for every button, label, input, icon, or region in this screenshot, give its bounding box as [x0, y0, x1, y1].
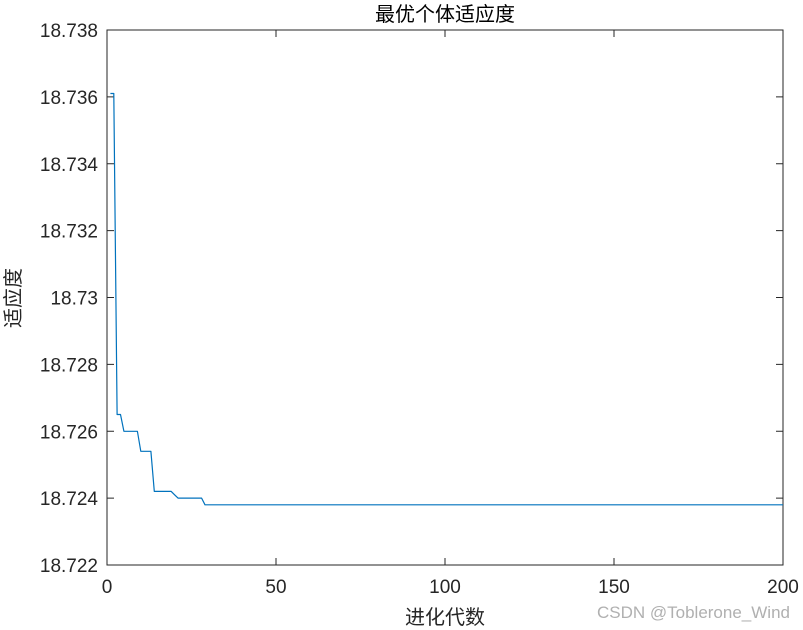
axis-ticks: 0 50 100 150 200 18.722 18.724 18.726 18.728 18.7… [40, 21, 799, 598]
plot-area [106, 29, 784, 566]
y-tick-label: 18.728 [40, 355, 98, 376]
series-line-0 [110, 92, 783, 506]
watermark: CSDN @Toblerone_Wind [597, 603, 790, 622]
y-tick-label: 18.722 [40, 556, 98, 577]
chart-title: 最优个体适应度 [375, 2, 515, 26]
x-axis-label: 进化代数 [405, 605, 485, 629]
y-axis-label: 适应度 [1, 268, 25, 328]
y-tick-label: 18.724 [40, 489, 99, 510]
y-tick-label: 18.734 [40, 155, 99, 176]
y-tick-label: 18.73 [50, 289, 98, 310]
x-tick-label: 100 [429, 577, 461, 598]
x-tick-label: 0 [102, 577, 113, 598]
y-tick-label: 18.732 [40, 222, 98, 243]
x-tick-label: 150 [598, 577, 630, 598]
series-group [110, 92, 783, 506]
y-tick-label: 18.736 [40, 88, 98, 109]
x-tick-label: 200 [767, 577, 799, 598]
y-tick-label: 18.726 [40, 422, 98, 443]
x-tick-label: 50 [265, 577, 286, 598]
y-tick-label: 18.738 [40, 21, 98, 42]
